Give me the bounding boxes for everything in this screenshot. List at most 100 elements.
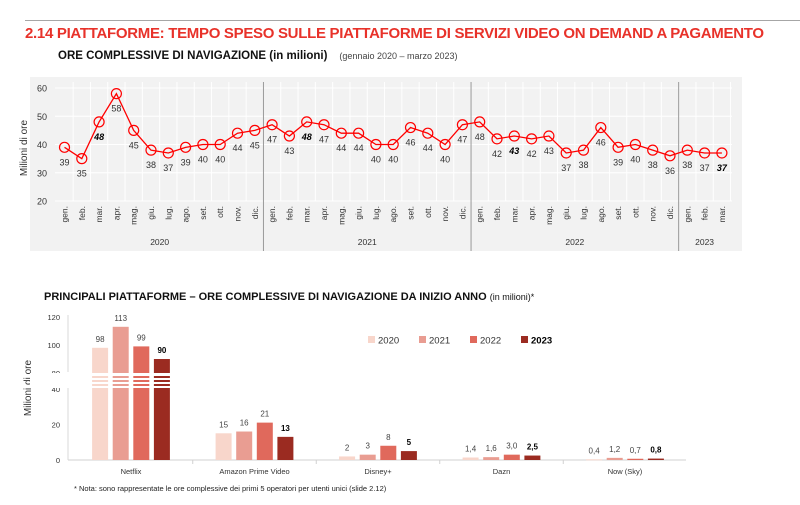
x-tick-label: mar.: [509, 206, 519, 223]
footnote: * Nota: sono rappresentate le ore comple…: [74, 484, 387, 493]
x-tick-label: dic.: [250, 206, 260, 219]
bar-value-label: 113: [114, 314, 127, 323]
series-line: [64, 92, 722, 160]
y-tick-label: 20: [52, 420, 60, 429]
data-label: 37: [717, 163, 728, 173]
legend-label: 2020: [378, 336, 399, 347]
bar: [483, 457, 500, 460]
bar-value-label: 0,4: [589, 446, 601, 455]
x-tick-label: lug.: [163, 206, 173, 220]
data-point: [525, 133, 538, 145]
bar: [400, 451, 417, 460]
bar: [524, 455, 541, 460]
data-label: 43: [508, 146, 519, 156]
data-point: [474, 116, 486, 128]
data-point: [231, 127, 244, 139]
x-tick-label: dic.: [457, 206, 467, 219]
x-tick-label: nov.: [648, 206, 658, 221]
bar-value-label: 3,0: [506, 442, 518, 451]
legend-swatch: [470, 336, 477, 343]
data-label: 48: [301, 132, 312, 142]
axis-break-stripe: [112, 384, 129, 386]
data-label: 40: [388, 155, 398, 165]
bar-chart-title: PRINCIPALI PIATTAFORME – ORE COMPLESSIVE…: [44, 291, 534, 303]
x-tick-label: mar.: [94, 206, 104, 223]
bar-value-label: 15: [219, 420, 228, 429]
data-point: [353, 127, 365, 139]
data-point: [93, 116, 105, 128]
axis-break-stripe: [92, 376, 109, 378]
data-label: 40: [198, 155, 208, 165]
data-label: 46: [405, 138, 415, 148]
data-point: [197, 138, 209, 151]
data-label: 44: [423, 143, 433, 153]
data-point: [301, 116, 313, 128]
x-tick-label: apr.: [319, 206, 329, 220]
legend-label: 2021: [429, 336, 450, 347]
data-label: 42: [492, 149, 502, 159]
data-point: [716, 147, 728, 159]
x-tick-label: gen.: [682, 206, 692, 223]
data-label: 38: [648, 160, 658, 170]
bar-value-label: 3: [365, 442, 370, 451]
bar-value-label: 2,5: [527, 443, 539, 452]
year-label: 2021: [358, 237, 377, 247]
data-label: 39: [613, 157, 623, 167]
bar-value-label: 21: [260, 410, 269, 419]
data-label: 39: [181, 157, 191, 167]
data-label: 42: [527, 149, 537, 159]
legend-swatch: [368, 336, 375, 343]
data-point: [439, 138, 451, 151]
x-tick-label: set.: [613, 206, 623, 220]
y-tick-label: 100: [47, 341, 60, 350]
data-point: [543, 130, 555, 142]
bar: [462, 457, 479, 460]
data-label: 38: [682, 160, 692, 170]
data-label: 44: [354, 143, 364, 153]
data-label: 47: [457, 135, 467, 145]
bar: [647, 458, 664, 460]
y-tick-label: 20: [37, 197, 47, 207]
legend-swatch: [419, 336, 426, 343]
x-tick-label: apr.: [527, 206, 537, 220]
data-label: 48: [475, 132, 485, 142]
data-point: [283, 130, 295, 142]
data-label: 47: [267, 135, 277, 145]
data-point: [560, 147, 572, 159]
x-tick-label: giu.: [354, 206, 364, 220]
axis-break-stripe: [153, 376, 170, 378]
x-tick-label: feb.: [492, 206, 502, 220]
x-tick-label: dic.: [665, 206, 675, 219]
data-point: [58, 141, 71, 153]
bar-value-label: 1,4: [465, 445, 477, 454]
x-tick-label: mar.: [717, 206, 727, 223]
x-tick-label: ott.: [630, 206, 640, 218]
bar-value-label: 2: [345, 443, 350, 452]
axis-break-stripe: [153, 380, 170, 382]
data-point: [681, 144, 693, 156]
data-point: [664, 150, 676, 162]
data-point: [387, 138, 399, 151]
data-label: 37: [163, 163, 173, 173]
data-point: [698, 147, 711, 159]
bar-chart-title-text: PRINCIPALI PIATTAFORME – ORE COMPLESSIVE…: [44, 291, 487, 303]
data-point: [110, 88, 123, 100]
year-label: 2022: [565, 237, 584, 247]
data-point: [145, 144, 157, 156]
data-label: 37: [561, 163, 571, 173]
x-tick-label: mag.: [544, 206, 554, 225]
data-point: [266, 119, 278, 131]
year-label: 2020: [150, 237, 169, 247]
data-point: [214, 138, 226, 151]
bar-value-label: 1,6: [486, 444, 498, 453]
axis-break-gap: [30, 373, 70, 388]
line-chart-period: (gennaio 2020 – marzo 2023): [339, 51, 458, 61]
data-point: [128, 124, 140, 136]
data-point: [249, 124, 261, 136]
x-tick-label: feb.: [77, 206, 87, 220]
bar: [627, 458, 644, 460]
data-label: 44: [336, 143, 346, 153]
data-label: 35: [77, 169, 87, 179]
data-point: [335, 127, 347, 139]
data-label: 58: [111, 104, 121, 114]
